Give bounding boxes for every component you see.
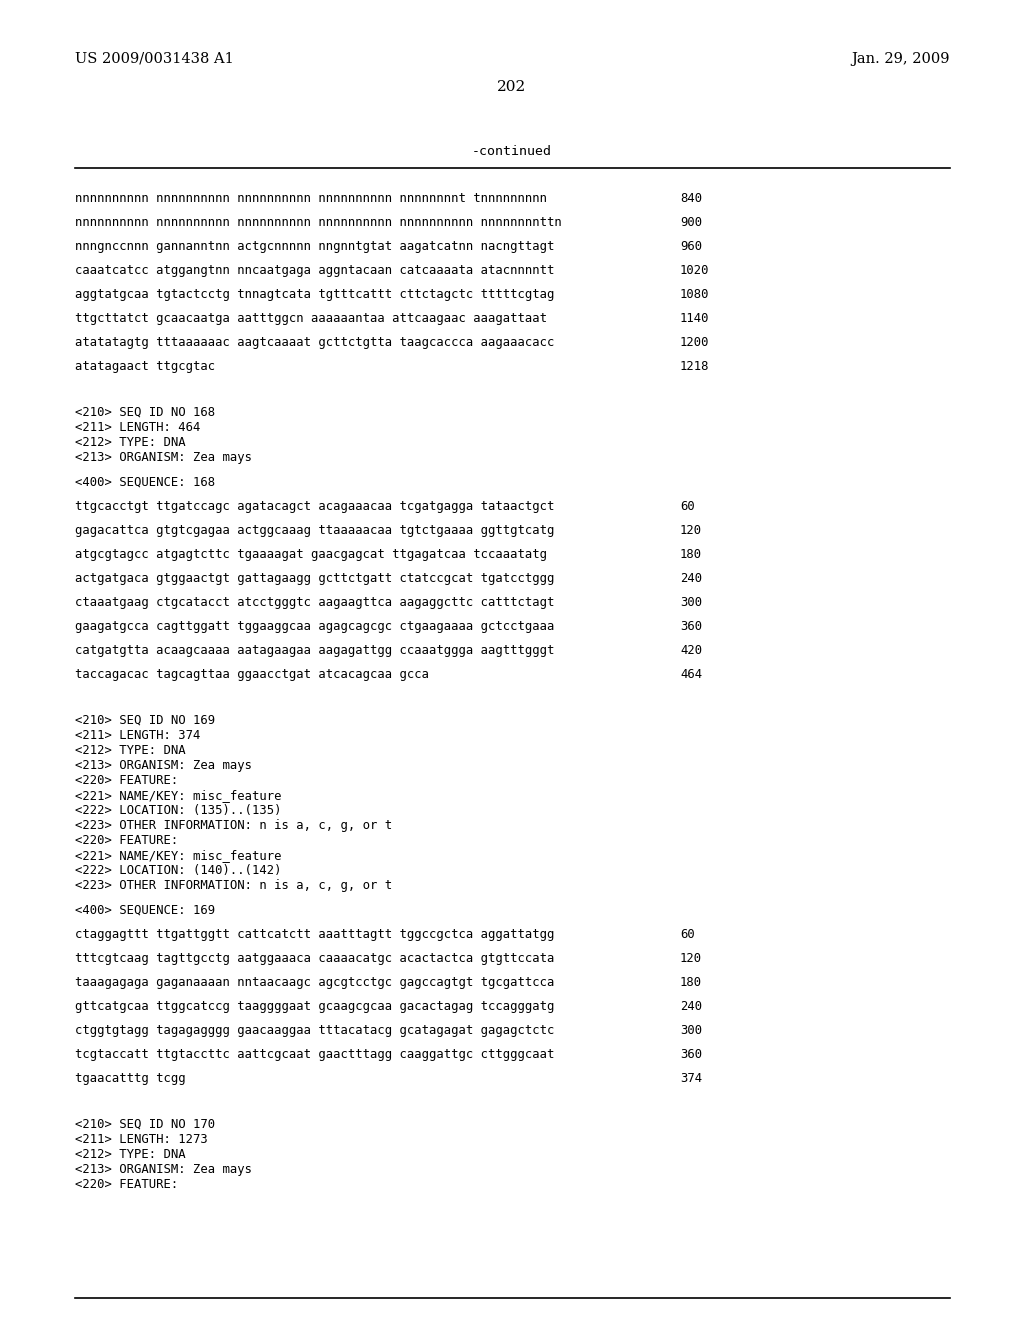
Text: <221> NAME/KEY: misc_feature: <221> NAME/KEY: misc_feature <box>75 849 282 862</box>
Text: tcgtaccatt ttgtaccttc aattcgcaat gaactttagg caaggattgc cttgggcaat: tcgtaccatt ttgtaccttc aattcgcaat gaacttt… <box>75 1048 554 1061</box>
Text: <211> LENGTH: 1273: <211> LENGTH: 1273 <box>75 1133 208 1146</box>
Text: 60: 60 <box>680 928 694 941</box>
Text: <223> OTHER INFORMATION: n is a, c, g, or t: <223> OTHER INFORMATION: n is a, c, g, o… <box>75 818 392 832</box>
Text: <400> SEQUENCE: 169: <400> SEQUENCE: 169 <box>75 904 215 917</box>
Text: ctaggagttt ttgattggtt cattcatctt aaatttagtt tggccgctca aggattatgg: ctaggagttt ttgattggtt cattcatctt aaattta… <box>75 928 554 941</box>
Text: atatagaact ttgcgtac: atatagaact ttgcgtac <box>75 360 215 374</box>
Text: nnnnnnnnnn nnnnnnnnnn nnnnnnnnnn nnnnnnnnnn nnnnnnnnnn nnnnnnnnttn: nnnnnnnnnn nnnnnnnnnn nnnnnnnnnn nnnnnnn… <box>75 216 562 228</box>
Text: 120: 120 <box>680 952 702 965</box>
Text: ctaaatgaag ctgcatacct atcctgggtc aagaagttca aagaggcttc catttctagt: ctaaatgaag ctgcatacct atcctgggtc aagaagt… <box>75 597 554 609</box>
Text: 1140: 1140 <box>680 312 710 325</box>
Text: <213> ORGANISM: Zea mays: <213> ORGANISM: Zea mays <box>75 1163 252 1176</box>
Text: <210> SEQ ID NO 170: <210> SEQ ID NO 170 <box>75 1118 215 1131</box>
Text: 840: 840 <box>680 191 702 205</box>
Text: <220> FEATURE:: <220> FEATURE: <box>75 834 178 847</box>
Text: catgatgtta acaagcaaaa aatagaagaa aagagattgg ccaaatggga aagtttgggt: catgatgtta acaagcaaaa aatagaagaa aagagat… <box>75 644 554 657</box>
Text: 120: 120 <box>680 524 702 537</box>
Text: ttgcttatct gcaacaatga aatttggcn aaaaaantaa attcaagaac aaagattaat: ttgcttatct gcaacaatga aatttggcn aaaaaant… <box>75 312 547 325</box>
Text: <212> TYPE: DNA: <212> TYPE: DNA <box>75 1148 185 1162</box>
Text: <220> FEATURE:: <220> FEATURE: <box>75 1177 178 1191</box>
Text: <223> OTHER INFORMATION: n is a, c, g, or t: <223> OTHER INFORMATION: n is a, c, g, o… <box>75 879 392 892</box>
Text: 360: 360 <box>680 620 702 634</box>
Text: -continued: -continued <box>472 145 552 158</box>
Text: <400> SEQUENCE: 168: <400> SEQUENCE: 168 <box>75 477 215 488</box>
Text: 1218: 1218 <box>680 360 710 374</box>
Text: ctggtgtagg tagagagggg gaacaaggaa tttacatacg gcatagagat gagagctctc: ctggtgtagg tagagagggg gaacaaggaa tttacat… <box>75 1024 554 1038</box>
Text: <222> LOCATION: (140)..(142): <222> LOCATION: (140)..(142) <box>75 865 282 876</box>
Text: 1080: 1080 <box>680 288 710 301</box>
Text: aggtatgcaa tgtactcctg tnnagtcata tgtttcattt cttctagctc tttttcgtag: aggtatgcaa tgtactcctg tnnagtcata tgtttca… <box>75 288 554 301</box>
Text: caaatcatcc atggangtnn nncaatgaga aggntacaan catcaaaata atacnnnntt: caaatcatcc atggangtnn nncaatgaga aggntac… <box>75 264 554 277</box>
Text: <213> ORGANISM: Zea mays: <213> ORGANISM: Zea mays <box>75 451 252 465</box>
Text: 1200: 1200 <box>680 337 710 348</box>
Text: Jan. 29, 2009: Jan. 29, 2009 <box>852 51 950 66</box>
Text: actgatgaca gtggaactgt gattagaagg gcttctgatt ctatccgcat tgatcctggg: actgatgaca gtggaactgt gattagaagg gcttctg… <box>75 572 554 585</box>
Text: ttgcacctgt ttgatccagc agatacagct acagaaacaa tcgatgagga tataactgct: ttgcacctgt ttgatccagc agatacagct acagaaa… <box>75 500 554 513</box>
Text: 960: 960 <box>680 240 702 253</box>
Text: <212> TYPE: DNA: <212> TYPE: DNA <box>75 744 185 756</box>
Text: 240: 240 <box>680 1001 702 1012</box>
Text: gagacattca gtgtcgagaa actggcaaag ttaaaaacaa tgtctgaaaa ggttgtcatg: gagacattca gtgtcgagaa actggcaaag ttaaaaa… <box>75 524 554 537</box>
Text: 900: 900 <box>680 216 702 228</box>
Text: <210> SEQ ID NO 169: <210> SEQ ID NO 169 <box>75 714 215 727</box>
Text: <211> LENGTH: 464: <211> LENGTH: 464 <box>75 421 201 434</box>
Text: <210> SEQ ID NO 168: <210> SEQ ID NO 168 <box>75 407 215 418</box>
Text: tttcgtcaag tagttgcctg aatggaaaca caaaacatgc acactactca gtgttccata: tttcgtcaag tagttgcctg aatggaaaca caaaaca… <box>75 952 554 965</box>
Text: <222> LOCATION: (135)..(135): <222> LOCATION: (135)..(135) <box>75 804 282 817</box>
Text: 420: 420 <box>680 644 702 657</box>
Text: 180: 180 <box>680 975 702 989</box>
Text: 1020: 1020 <box>680 264 710 277</box>
Text: <213> ORGANISM: Zea mays: <213> ORGANISM: Zea mays <box>75 759 252 772</box>
Text: 464: 464 <box>680 668 702 681</box>
Text: tgaacatttg tcgg: tgaacatttg tcgg <box>75 1072 185 1085</box>
Text: atatatagtg tttaaaaaac aagtcaaaat gcttctgtta taagcaccca aagaaacacc: atatatagtg tttaaaaaac aagtcaaaat gcttctg… <box>75 337 554 348</box>
Text: <211> LENGTH: 374: <211> LENGTH: 374 <box>75 729 201 742</box>
Text: 202: 202 <box>498 81 526 94</box>
Text: US 2009/0031438 A1: US 2009/0031438 A1 <box>75 51 233 66</box>
Text: 374: 374 <box>680 1072 702 1085</box>
Text: atgcgtagcc atgagtcttc tgaaaagat gaacgagcat ttgagatcaa tccaaatatg: atgcgtagcc atgagtcttc tgaaaagat gaacgagc… <box>75 548 547 561</box>
Text: taccagacac tagcagttaa ggaacctgat atcacagcaa gcca: taccagacac tagcagttaa ggaacctgat atcacag… <box>75 668 429 681</box>
Text: nnngnccnnn gannanntnn actgcnnnnn nngnntgtat aagatcatnn nacngttagt: nnngnccnnn gannanntnn actgcnnnnn nngnntg… <box>75 240 554 253</box>
Text: <221> NAME/KEY: misc_feature: <221> NAME/KEY: misc_feature <box>75 789 282 803</box>
Text: 300: 300 <box>680 597 702 609</box>
Text: 360: 360 <box>680 1048 702 1061</box>
Text: 180: 180 <box>680 548 702 561</box>
Text: gaagatgcca cagttggatt tggaaggcaa agagcagcgc ctgaagaaaa gctcctgaaa: gaagatgcca cagttggatt tggaaggcaa agagcag… <box>75 620 554 634</box>
Text: 60: 60 <box>680 500 694 513</box>
Text: 240: 240 <box>680 572 702 585</box>
Text: nnnnnnnnnn nnnnnnnnnn nnnnnnnnnn nnnnnnnnnn nnnnnnnnt tnnnnnnnnn: nnnnnnnnnn nnnnnnnnnn nnnnnnnnnn nnnnnnn… <box>75 191 547 205</box>
Text: taaagagaga gaganaaaan nntaacaagc agcgtcctgc gagccagtgt tgcgattcca: taaagagaga gaganaaaan nntaacaagc agcgtcc… <box>75 975 554 989</box>
Text: <212> TYPE: DNA: <212> TYPE: DNA <box>75 436 185 449</box>
Text: <220> FEATURE:: <220> FEATURE: <box>75 774 178 787</box>
Text: 300: 300 <box>680 1024 702 1038</box>
Text: gttcatgcaa ttggcatccg taaggggaat gcaagcgcaa gacactagag tccagggatg: gttcatgcaa ttggcatccg taaggggaat gcaagcg… <box>75 1001 554 1012</box>
